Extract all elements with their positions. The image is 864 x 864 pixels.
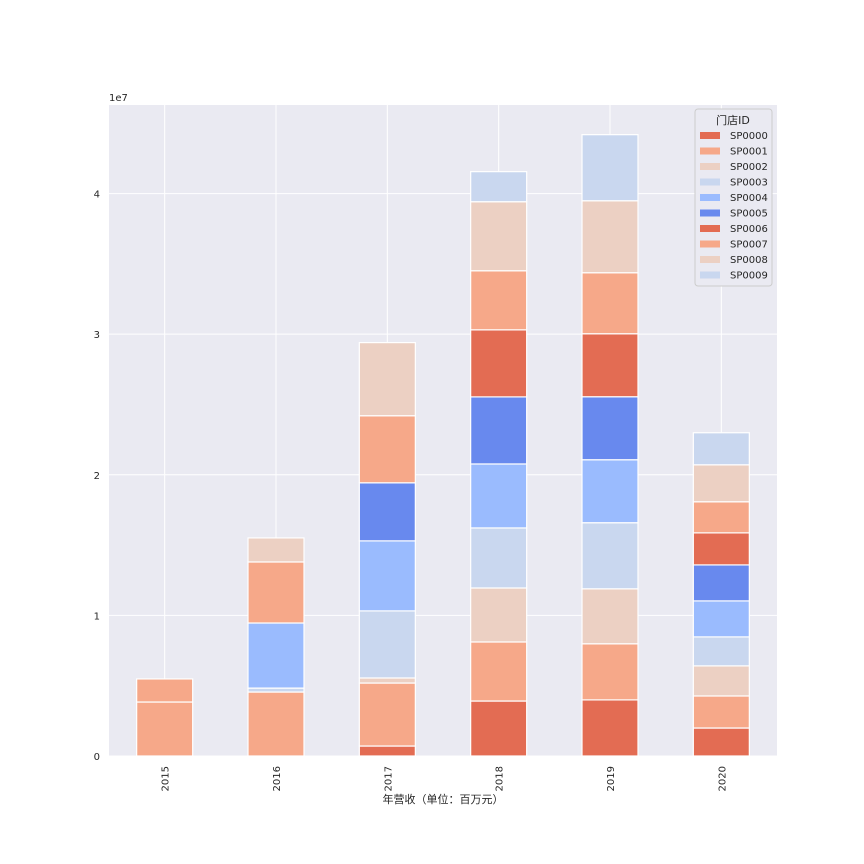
x-tick-label: 2017 <box>383 766 394 791</box>
legend-swatch-sp0008 <box>700 256 720 263</box>
bar-segment-sp0007-2020 <box>692 501 750 534</box>
legend-label-sp0004: SP0004 <box>730 193 768 204</box>
bar-segment-sp0001-2019 <box>581 643 639 701</box>
legend-label-sp0009: SP0009 <box>730 271 768 282</box>
bar-segment-sp0004-2018 <box>470 463 528 529</box>
bar-segment-sp0001-2020 <box>692 695 750 729</box>
bar-segment-sp0005-2019 <box>581 396 639 461</box>
plot-background <box>109 105 777 756</box>
bar-segment-sp0005-2020 <box>692 564 750 602</box>
bar-segment-sp0001-2018 <box>470 641 528 702</box>
legend-swatch-sp0007 <box>700 240 720 248</box>
y-tick-label: 1 <box>94 611 100 622</box>
bar-segment-sp0007-2017 <box>358 415 416 484</box>
bar-segment-sp0001-2015 <box>136 701 194 757</box>
bar-segment-sp0002-2018 <box>470 587 528 643</box>
bar-segment-sp0003-2018 <box>470 527 528 589</box>
bar-segment-sp0009-2020 <box>692 432 750 466</box>
y-tick-label: 0 <box>94 752 100 763</box>
x-axis-label: 年营收（单位：百万元） <box>383 792 504 806</box>
x-tick-label: 2015 <box>161 766 172 791</box>
legend-swatch-sp0001 <box>700 147 720 155</box>
x-tick-label: 2016 <box>272 766 283 791</box>
bar-segment-sp0004-2019 <box>581 459 639 524</box>
bar-segment-sp0007-2015 <box>136 678 194 703</box>
bar-segment-sp0002-2019 <box>581 588 639 645</box>
bar-segment-sp0006-2020 <box>692 532 750 566</box>
bar-segment-sp0002-2020 <box>692 665 750 697</box>
bar-segment-sp0000-2019 <box>581 699 639 757</box>
legend-label-sp0001: SP0001 <box>730 147 768 158</box>
bar-segment-sp0004-2020 <box>692 600 750 638</box>
bar-segment-sp0006-2018 <box>470 329 528 398</box>
bar-segment-sp0005-2017 <box>358 482 416 542</box>
x-tick-label: 2018 <box>495 766 506 791</box>
bar-segment-sp0005-2018 <box>470 396 528 465</box>
bar-segment-sp0008-2020 <box>692 464 750 503</box>
x-tick-label: 2020 <box>717 766 728 791</box>
bar-segment-sp0007-2018 <box>470 270 528 331</box>
legend-title: 门店ID <box>716 113 750 127</box>
y-tick-label: 4 <box>94 190 100 201</box>
legend-label-sp0007: SP0007 <box>730 240 768 251</box>
bar-segment-sp0004-2017 <box>358 540 416 612</box>
bar-segment-sp0008-2018 <box>470 201 528 272</box>
bar-segment-sp0003-2020 <box>692 636 750 667</box>
bar-segment-sp0003-2017 <box>358 610 416 679</box>
legend-label-sp0000: SP0000 <box>730 131 768 142</box>
bar-segment-sp0008-2019 <box>581 200 639 274</box>
bar-segment-sp0008-2017 <box>358 342 416 417</box>
bar-segment-sp0007-2016 <box>247 561 305 624</box>
bar-segment-sp0004-2016 <box>247 622 305 689</box>
y-tick-label: 3 <box>94 330 100 341</box>
legend: 门店ID SP0000 SP0001 SP0002 SP0003 SP0004 SP000… <box>694 108 773 287</box>
legend-label-sp0006: SP0006 <box>730 224 768 235</box>
legend-label-sp0005: SP0005 <box>730 209 768 220</box>
legend-swatch-sp0004 <box>700 194 720 201</box>
legend-swatch-sp0005 <box>700 209 720 217</box>
legend-swatch-sp0003 <box>700 178 720 186</box>
bar-segment-sp0001-2017 <box>358 682 416 747</box>
bar-segment-sp0001-2016 <box>247 691 305 757</box>
bar-segment-sp0009-2019 <box>581 134 639 202</box>
legend-label-sp0008: SP0008 <box>730 255 768 266</box>
bar-segment-sp0000-2017 <box>358 745 416 757</box>
bar-segment-sp0000-2020 <box>692 727 750 757</box>
legend-swatch-sp0006 <box>700 225 720 232</box>
x-tick-label: 2019 <box>606 766 617 791</box>
bar-segment-sp0002-2017 <box>358 677 416 684</box>
legend-label-sp0002: SP0002 <box>730 162 768 173</box>
legend-swatch-sp0009 <box>700 271 720 279</box>
bar-segment-sp0003-2019 <box>581 522 639 590</box>
y-tick-label: 2 <box>94 471 100 482</box>
bar-segment-sp0009-2018 <box>470 171 528 203</box>
bar-segment-sp0000-2018 <box>470 700 528 757</box>
legend-swatch-sp0000 <box>700 132 720 139</box>
legend-label-sp0003: SP0003 <box>730 178 768 189</box>
bar-segment-sp0007-2019 <box>581 272 639 335</box>
bar-segment-sp0008-2016 <box>247 537 305 563</box>
y-offset-label: 1e7 <box>109 93 128 104</box>
legend-swatch-sp0002 <box>700 163 720 170</box>
bar-segment-sp0006-2019 <box>581 333 639 398</box>
